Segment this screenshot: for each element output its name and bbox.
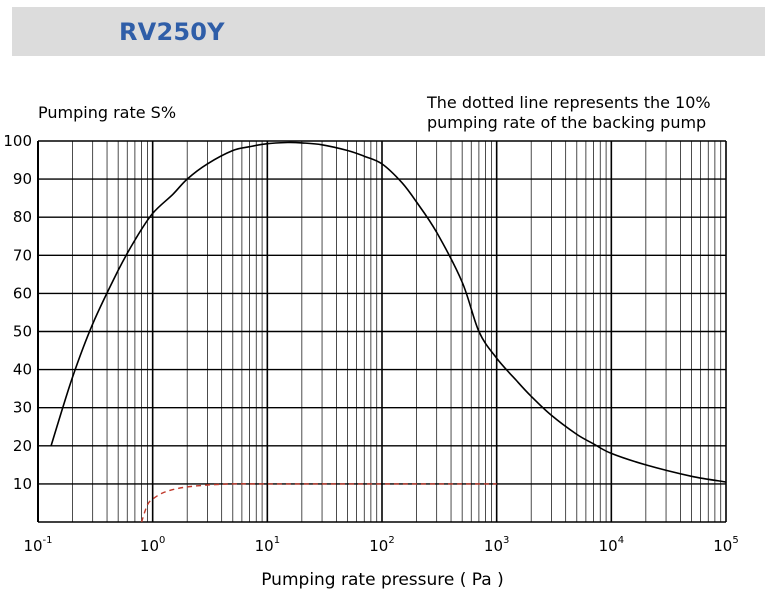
x-tick-base: 10 xyxy=(140,537,159,555)
x-tick-base: 10 xyxy=(599,537,618,555)
y-tick-label: 90 xyxy=(13,170,32,188)
x-tick-label: 105 xyxy=(713,535,738,555)
x-axis-label: Pumping rate pressure ( Pa ) xyxy=(261,570,504,590)
y-tick-label: 100 xyxy=(3,132,32,150)
x-tick-label: 103 xyxy=(484,535,509,555)
x-tick-exponent: 0 xyxy=(159,535,165,546)
y-axis-label: Pumping rate S% xyxy=(38,103,177,122)
title-bar: RV250Y xyxy=(12,7,765,56)
x-tick-exponent: 4 xyxy=(618,535,624,546)
y-tick-label: 70 xyxy=(13,246,32,264)
x-tick-label: 101 xyxy=(255,535,280,555)
y-tick-label: 10 xyxy=(13,475,32,493)
x-tick-exponent: 1 xyxy=(274,535,280,546)
backing-pump-10pct-curve xyxy=(140,483,497,523)
x-tick-base: 10 xyxy=(713,537,732,555)
y-tick-label: 40 xyxy=(13,361,32,379)
x-tick-base: 10 xyxy=(255,537,274,555)
x-tick-exponent: 5 xyxy=(732,535,738,546)
y-tick-label: 30 xyxy=(13,399,32,417)
y-tick-label: 60 xyxy=(13,284,32,302)
x-tick-label: 102 xyxy=(369,535,394,555)
y-tick-label: 50 xyxy=(13,323,32,341)
annotation-line-2: pumping rate of the backing pump xyxy=(427,113,707,132)
x-tick-exponent: -1 xyxy=(43,535,53,546)
x-tick-exponent: 2 xyxy=(388,535,394,546)
y-tick-label: 20 xyxy=(13,437,32,455)
annotation-line-1: The dotted line represents the 10% xyxy=(427,93,711,112)
pumping-rate-curve xyxy=(50,141,727,483)
chart-title: RV250Y xyxy=(119,18,225,46)
x-tick-base: 10 xyxy=(484,537,503,555)
x-tick-exponent: 3 xyxy=(503,535,509,546)
x-tick-label: 100 xyxy=(140,535,165,555)
x-tick-base: 10 xyxy=(23,537,42,555)
x-tick-label: 10-1 xyxy=(23,535,52,555)
x-tick-label: 104 xyxy=(599,535,624,555)
x-tick-base: 10 xyxy=(369,537,388,555)
y-tick-label: 80 xyxy=(13,208,32,226)
chart-annotation: The dotted line represents the 10% pumpi… xyxy=(427,93,727,133)
